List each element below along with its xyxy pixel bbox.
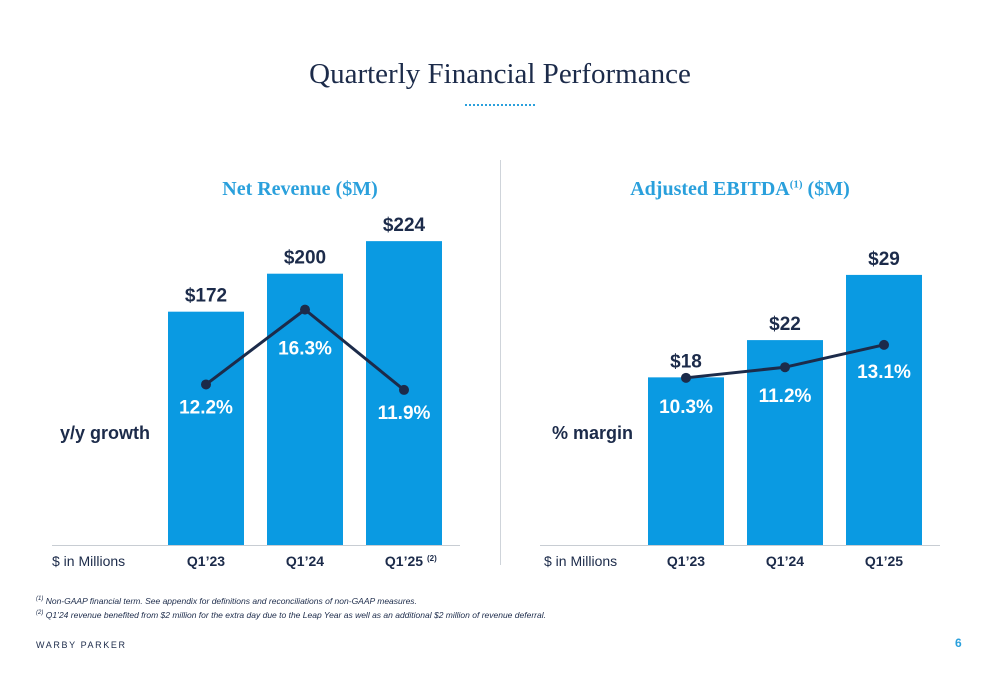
net-revenue-line-segment	[304, 308, 405, 392]
ebitda-line-value-label: 11.2%	[759, 386, 812, 407]
ebitda-category-label: Q1’24	[766, 553, 804, 569]
net-revenue-category-label: Q1’24	[286, 553, 324, 569]
ebitda-line-segment	[685, 365, 786, 380]
net-revenue-line-value-label: 12.2%	[179, 397, 233, 418]
net-revenue-bar	[267, 273, 343, 545]
footnote-1-text: Non-GAAP financial term. See appendix fo…	[45, 595, 417, 606]
page-title: Quarterly Financial Performance	[309, 58, 691, 90]
ebitda-line-value-label: 10.3%	[659, 397, 713, 418]
ebitda-series-name: % margin	[552, 423, 633, 443]
ebitda-bar-value-label: $22	[769, 314, 801, 335]
title-dotted-rule	[465, 104, 535, 106]
footnote-2-marker: (2)	[36, 609, 44, 616]
net-revenue-category-footnote-marker: (2)	[427, 554, 437, 563]
net-revenue-title-text: Net Revenue ($M)	[222, 178, 378, 200]
net-revenue-line-point	[201, 379, 211, 390]
ebitda-unit-label: $ in Millions	[544, 553, 617, 569]
adjusted-ebitda-chart-title: Adjusted EBITDA(1) ($M)	[590, 178, 890, 201]
net-revenue-chart-title: Net Revenue ($M)	[150, 178, 450, 201]
ebitda-category-label: Q1’25	[865, 553, 903, 569]
chart-divider	[500, 160, 501, 565]
footnote-1-marker: (1)	[36, 596, 44, 602]
net-revenue-bar-value-label: $172	[185, 286, 227, 307]
net-revenue-line-point	[300, 304, 310, 315]
net-revenue-line-value-label: 16.3%	[278, 339, 332, 360]
page-number: 6	[955, 636, 962, 650]
net-revenue-series-name: y/y growth	[60, 423, 150, 443]
net-revenue-line-point	[399, 384, 409, 395]
net-revenue-category-label: Q1’23	[187, 553, 225, 569]
ebitda-bar	[846, 274, 922, 545]
net-revenue-category-label: Q1’25	[385, 553, 423, 569]
footnote-2-text: Q1’24 revenue benefited from $2 million …	[45, 609, 546, 620]
ebitda-bar	[747, 340, 823, 545]
ebitda-title-suffix: ($M)	[802, 178, 850, 200]
ebitda-bar-value-label: $18	[670, 351, 702, 372]
net-revenue-bar	[168, 311, 244, 545]
net-revenue-unit-label: $ in Millions	[52, 553, 125, 569]
ebitda-title-footnote-marker: (1)	[789, 178, 803, 191]
ebitda-category-label: Q1’23	[667, 553, 705, 569]
ebitda-line-point	[780, 362, 790, 373]
net-revenue-line-segment	[205, 308, 306, 386]
footnote-1: (1) Non-GAAP financial term. See appendi…	[36, 593, 546, 607]
net-revenue-bar-value-label: $200	[284, 248, 326, 269]
ebitda-bar-value-label: $29	[868, 249, 900, 270]
footnote-2: (2) Q1’24 revenue benefited from $2 mill…	[36, 607, 546, 621]
ebitda-title-text: Adjusted EBITDA	[630, 178, 790, 200]
ebitda-line-point	[879, 339, 889, 350]
ebitda-line-segment	[784, 343, 885, 369]
ebitda-bar	[648, 377, 724, 545]
brand-logo-text: WARBY PARKER	[36, 640, 127, 650]
ebitda-line-point	[681, 372, 691, 383]
ebitda-line-value-label: 13.1%	[857, 362, 911, 383]
net-revenue-bar-value-label: $224	[383, 215, 426, 236]
footnotes: (1) Non-GAAP financial term. See appendi…	[36, 593, 546, 621]
net-revenue-line-value-label: 11.9%	[378, 403, 431, 424]
